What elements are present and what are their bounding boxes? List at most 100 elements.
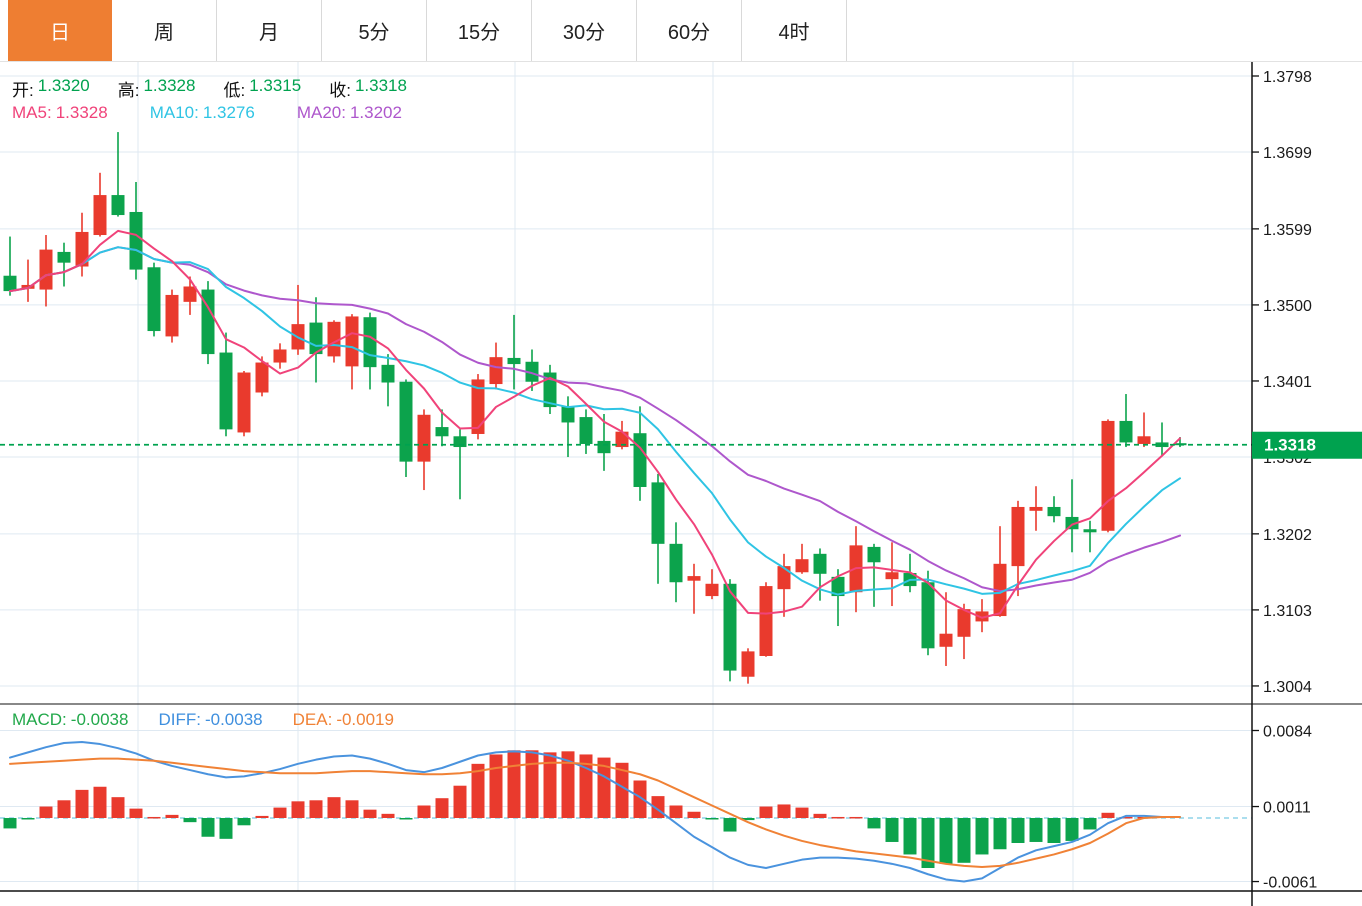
macd-bar-negative	[1011, 818, 1025, 844]
candle-up	[165, 294, 179, 337]
tab-timeframe-4[interactable]: 15分	[427, 0, 532, 61]
macd-bar-positive	[93, 786, 107, 818]
macd-bar-positive	[453, 785, 467, 818]
macd-bar-negative	[1029, 818, 1043, 842]
candle-down	[129, 211, 143, 270]
y-axis-label: 1.3202	[1263, 527, 1312, 544]
macd-bar-negative	[921, 818, 935, 869]
macd-bar-positive	[363, 809, 377, 818]
macd-bar-negative	[1083, 818, 1097, 830]
candle-down	[1047, 506, 1061, 517]
macd-bar-positive	[327, 797, 341, 818]
macd-bar-positive	[489, 754, 503, 818]
y-axis-label: 1.3699	[1263, 145, 1312, 162]
macd-bar-positive	[291, 801, 305, 818]
price-badge	[1252, 431, 1362, 459]
macd-bar-negative	[1047, 818, 1061, 844]
candle-down	[831, 576, 845, 597]
macd-bar-negative	[867, 818, 881, 829]
tab-timeframe-6[interactable]: 60分	[637, 0, 742, 61]
ma10-line	[9, 246, 1181, 596]
tab-timeframe-3[interactable]: 5分	[322, 0, 427, 61]
candle-down	[201, 289, 215, 355]
macd-bar-negative	[939, 818, 953, 864]
macd-bar-negative	[237, 818, 251, 826]
candle-up	[489, 357, 503, 385]
macd-bar-negative	[399, 818, 413, 820]
macd-bar-negative	[3, 818, 17, 829]
candle-down	[561, 406, 575, 423]
macd-bar-negative	[957, 818, 971, 863]
y-axis-label: 1.3500	[1263, 298, 1312, 315]
candle-up	[939, 633, 953, 647]
macd-bar-negative	[975, 818, 989, 855]
candle-down	[453, 436, 467, 448]
macd-bar-positive	[597, 757, 611, 818]
candle-down	[669, 543, 683, 583]
y-axis-label: 1.3401	[1263, 374, 1312, 391]
candle-down	[435, 427, 449, 437]
candle-down	[867, 546, 881, 563]
candle-up	[345, 316, 359, 367]
macd-bar-positive	[75, 789, 89, 818]
macd-bar-positive	[57, 800, 71, 818]
tab-timeframe-2[interactable]: 月	[217, 0, 322, 61]
candle-down	[543, 372, 557, 408]
macd-bar-negative	[1065, 818, 1079, 841]
macd-bar-positive	[1119, 816, 1133, 819]
chart-area[interactable]: 1.37981.36991.35991.35001.34011.33021.32…	[0, 62, 1362, 906]
candle-up	[39, 249, 53, 290]
candle-down	[525, 361, 539, 382]
candle-down	[921, 582, 935, 649]
candle-down	[399, 381, 413, 462]
macd-bar-positive	[111, 797, 125, 818]
macd-bar-positive	[255, 815, 269, 818]
candle-up	[237, 372, 251, 433]
ma5-line	[9, 229, 1181, 619]
macd-bar-positive	[417, 805, 431, 818]
macd-bar-positive	[345, 800, 359, 818]
macd-bar-positive	[381, 813, 395, 818]
y-axis-label: 1.3103	[1263, 603, 1312, 620]
macd-bar-positive	[435, 798, 449, 818]
candle-down	[723, 583, 737, 671]
candle-down	[1083, 529, 1097, 533]
timeframe-tab-bar: 日周月 5分 15分 30分 60分 4时	[0, 0, 1362, 62]
macd-bar-negative	[723, 818, 737, 832]
candle-up	[777, 566, 791, 590]
tab-timeframe-5[interactable]: 30分	[532, 0, 637, 61]
macd-bar-negative	[21, 818, 35, 820]
macd-bar-negative	[201, 818, 215, 837]
y-axis-label: 1.3004	[1263, 679, 1312, 696]
macd-bar-positive	[777, 804, 791, 818]
ma20-line	[9, 246, 1181, 593]
price-badge-label: 1.3318	[1264, 436, 1316, 455]
tab-timeframe-0[interactable]: 日	[8, 0, 112, 61]
macd-bar-positive	[849, 816, 863, 819]
macd-bar-negative	[741, 818, 755, 821]
macd-bar-positive	[525, 750, 539, 818]
tab-timeframe-7[interactable]: 4时	[742, 0, 847, 61]
candle-up	[183, 286, 197, 302]
chart-canvas[interactable]: 1.37981.36991.35991.35001.34011.33021.32…	[0, 62, 1362, 906]
macd-bar-positive	[39, 806, 53, 818]
macd-bar-positive	[615, 762, 629, 818]
candle-up	[471, 379, 485, 434]
candle-up	[885, 572, 899, 580]
candle-up	[1011, 506, 1025, 567]
macd-bar-negative	[705, 818, 719, 820]
candle-up	[417, 414, 431, 462]
macd-bar-negative	[219, 818, 233, 839]
candle-down	[381, 364, 395, 383]
macd-bar-positive	[129, 808, 143, 818]
tab-timeframe-1[interactable]: 周	[112, 0, 217, 61]
candle-down	[1119, 420, 1133, 443]
candle-up	[1029, 506, 1043, 511]
candle-up	[993, 563, 1007, 617]
candle-down	[3, 275, 17, 292]
macd-bar-negative	[885, 818, 899, 842]
candle-down	[57, 251, 71, 263]
candle-up	[957, 609, 971, 637]
macd-axis-label: -0.0061	[1263, 875, 1317, 892]
candle-down	[597, 440, 611, 454]
